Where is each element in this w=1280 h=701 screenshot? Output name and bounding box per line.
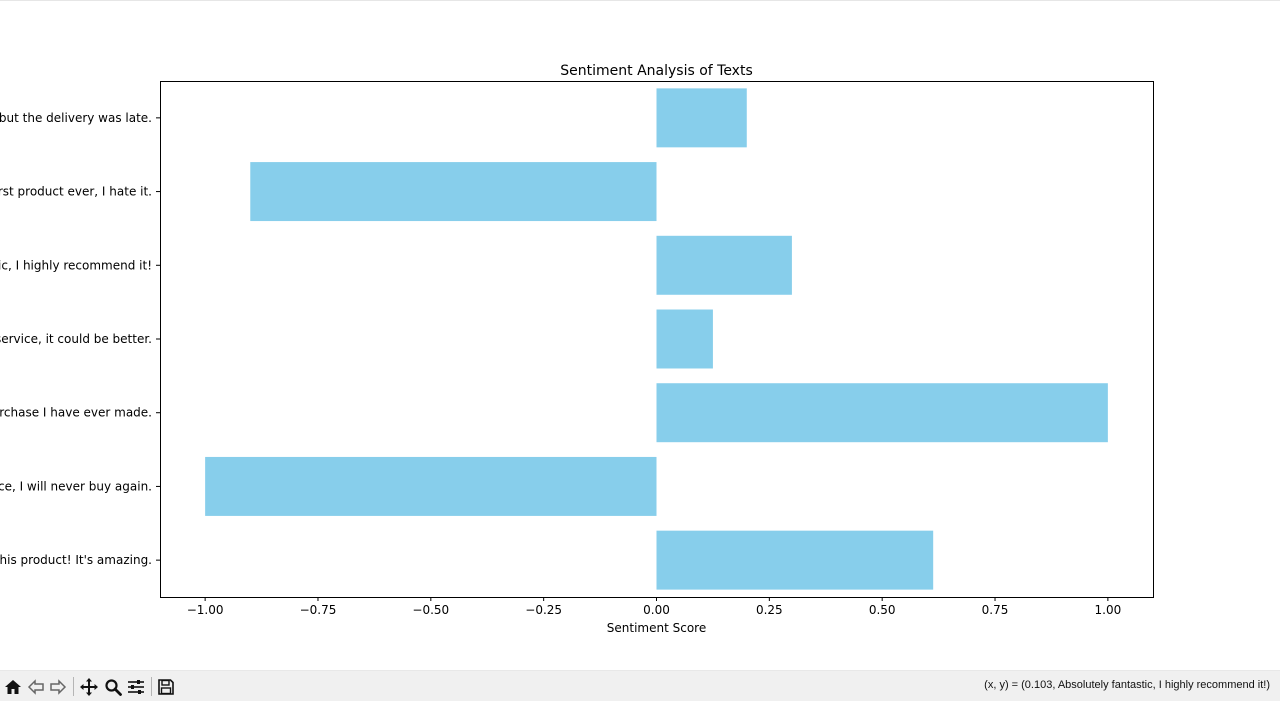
- forward-icon[interactable]: [47, 676, 69, 698]
- y-tick-label: but the delivery was late.: [0, 111, 152, 125]
- bar: [656, 309, 713, 369]
- bar: [656, 88, 747, 148]
- x-tick-label: 0.75: [982, 603, 1009, 617]
- toolbar-separator: [73, 677, 74, 696]
- coordinate-readout: (x, y) = (0.103, Absolutely fantastic, I…: [984, 679, 1270, 691]
- y-tick-label: tic, I highly recommend it!: [0, 258, 152, 272]
- navigation-toolbar: (x, y) = (0.103, Absolutely fantastic, I…: [0, 670, 1280, 701]
- chart-title: Sentiment Analysis of Texts: [560, 63, 753, 79]
- toolbar-separator: [151, 677, 152, 696]
- configure-icon[interactable]: [125, 676, 147, 698]
- pan-icon[interactable]: [78, 676, 100, 698]
- bar: [250, 162, 657, 222]
- zoom-icon[interactable]: [102, 676, 124, 698]
- x-tick-label: 0.00: [643, 603, 670, 617]
- bar: [205, 456, 657, 516]
- bar: [656, 530, 934, 590]
- x-tick-label: 1.00: [1095, 603, 1122, 617]
- x-tick-label: 0.50: [869, 603, 896, 617]
- x-axis-label: Sentiment Score: [607, 621, 706, 635]
- x-tick-label: −0.75: [300, 603, 337, 617]
- bar: [656, 235, 792, 295]
- y-tick-label: nce, I will never buy again.: [0, 479, 152, 493]
- y-tick-label: service, it could be better.: [0, 332, 152, 346]
- figure-canvas[interactable]: −1.00 −0.75 −0.50 −0.25 0.00 0.25 0.50 0.75 1.00…: [0, 0, 1280, 670]
- save-icon[interactable]: [155, 676, 177, 698]
- x-tick-label: −1.00: [187, 603, 224, 617]
- x-tick-label: 0.25: [756, 603, 783, 617]
- y-tick-label: urchase I have ever made.: [0, 406, 152, 420]
- bar-chart: −1.00 −0.75 −0.50 −0.25 0.00 0.25 0.50 0.75 1.00…: [0, 63, 1154, 635]
- y-tick-label: orst product ever, I hate it.: [0, 185, 152, 199]
- bar: [656, 383, 1108, 443]
- x-tick-label: −0.50: [412, 603, 449, 617]
- y-tick-label: this product! It's amazing.: [0, 553, 152, 567]
- back-icon[interactable]: [25, 676, 47, 698]
- x-tick-label: −0.25: [525, 603, 562, 617]
- home-icon[interactable]: [2, 676, 24, 698]
